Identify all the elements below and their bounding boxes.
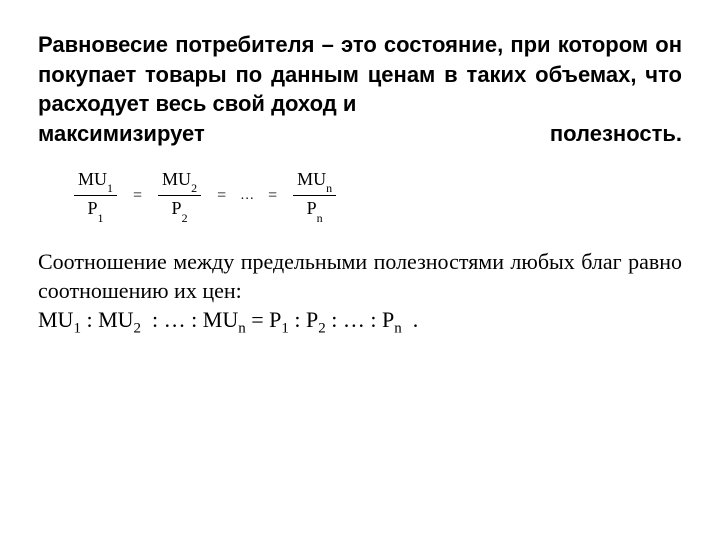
ratio-line: MU1 : MU2 : … : MUn = P1 : P2 : … : Pn . xyxy=(38,307,682,337)
r-eq: = xyxy=(251,307,263,332)
mu1-sub: 1 xyxy=(73,321,81,337)
r-colon-6: : xyxy=(370,307,376,332)
r-colon-1: : xyxy=(86,307,92,332)
mu1: MU xyxy=(38,307,73,332)
formula-row: MU1 P1 = MU2 P2 = … = MUn Pn xyxy=(68,169,682,223)
dots: … xyxy=(240,188,254,204)
mun: MU xyxy=(203,307,238,332)
eq-2: = xyxy=(217,187,226,205)
heading-last-left: максимизирует xyxy=(38,119,205,149)
num2-sub: 2 xyxy=(191,181,197,195)
p2-sub: 2 xyxy=(318,321,326,337)
numn-sub: n xyxy=(326,181,332,195)
r-ell-1: … xyxy=(164,307,186,332)
eq-1: = xyxy=(133,187,142,205)
fraction-1: MU1 P1 xyxy=(74,169,117,223)
heading-last-right: полезность. xyxy=(550,119,682,149)
p1-sub: 1 xyxy=(281,321,289,337)
r-colon-2: : xyxy=(152,307,158,332)
p1: P xyxy=(269,307,281,332)
den1-base: P xyxy=(88,198,98,218)
r-ell-2: … xyxy=(343,307,365,332)
den2-sub: 2 xyxy=(182,211,188,225)
eq-3: = xyxy=(268,187,277,205)
r-colon-5: : xyxy=(331,307,337,332)
fraction-2: MU2 P2 xyxy=(158,169,201,223)
denn-base: P xyxy=(307,198,317,218)
denn-sub: n xyxy=(317,211,323,225)
fraction-n: MUn Pn xyxy=(293,169,336,223)
mun-sub: n xyxy=(238,321,246,337)
numn-base: MU xyxy=(297,169,326,189)
mu2-sub: 2 xyxy=(134,321,142,337)
den2-base: P xyxy=(172,198,182,218)
body-text: Соотношение между предельными полезностя… xyxy=(38,248,682,305)
num2-base: MU xyxy=(162,169,191,189)
den1-sub: 1 xyxy=(98,211,104,225)
r-colon-4: : xyxy=(294,307,300,332)
heading-text: Равновесие потребителя – это состояние, … xyxy=(38,32,682,116)
num1-sub: 1 xyxy=(107,181,113,195)
pn: P xyxy=(382,307,394,332)
pn-sub: n xyxy=(394,321,402,337)
mu2: MU xyxy=(98,307,133,332)
r-colon-3: : xyxy=(191,307,197,332)
r-period: . xyxy=(413,307,419,332)
heading-block: Равновесие потребителя – это состояние, … xyxy=(38,30,682,149)
p2: P xyxy=(306,307,318,332)
num1-base: MU xyxy=(78,169,107,189)
